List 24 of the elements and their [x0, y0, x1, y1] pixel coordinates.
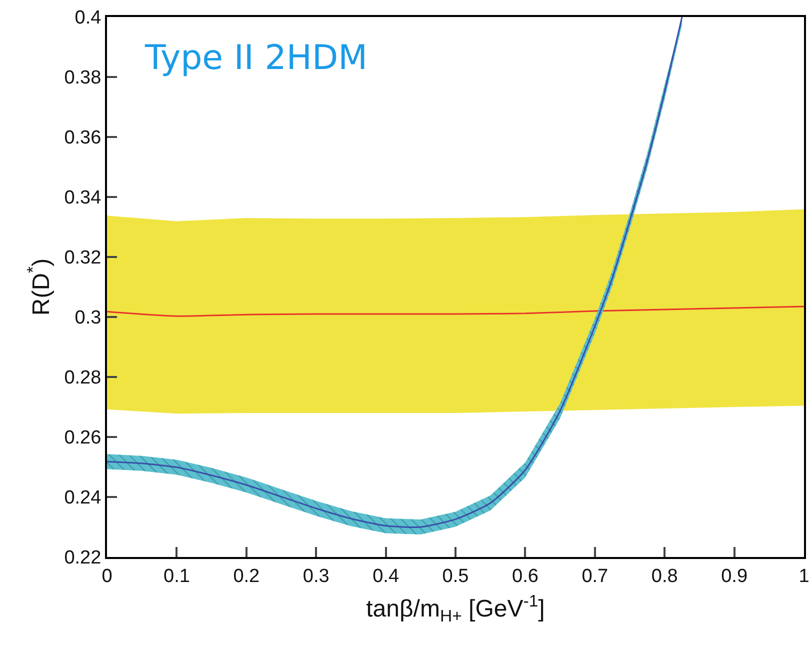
x-tick-label: 0.7	[582, 566, 608, 587]
x-tick-label: 0.4	[372, 566, 400, 587]
x-tick-label: 0.9	[721, 566, 748, 587]
y-tick-label: 0.28	[64, 368, 102, 389]
y-tick-label: 0.3	[74, 308, 102, 329]
annotation: Type II 2HDM	[144, 38, 368, 78]
y-tick-label: 0.4	[74, 8, 102, 29]
x-tick-label: 0.2	[233, 566, 260, 587]
y-tick-label: 0.24	[64, 488, 102, 509]
x-tick-label: 0.8	[651, 566, 678, 587]
y-tick-label: 0.22	[64, 548, 102, 569]
y-tick-label: 0.26	[64, 428, 102, 449]
y-tick-label: 0.36	[64, 128, 102, 149]
x-tick-label: 0.1	[163, 566, 190, 587]
x-tick-label: 0.6	[512, 566, 538, 587]
x-axis-title: tanβ/m$_{H+}$ [GeV$^{-1}$]	[366, 592, 545, 626]
x-tick-label: 0	[102, 566, 112, 587]
line-series	[107, 306, 804, 317]
y-tick-label: 0.32	[64, 248, 102, 269]
x-tick-label: 1	[798, 566, 810, 587]
y-tick-label: 0.34	[64, 188, 102, 209]
x-tick-label: 0.3	[302, 566, 330, 587]
y-tick-label: 0.38	[64, 68, 102, 89]
x-tick-label: 0.5	[442, 566, 469, 587]
